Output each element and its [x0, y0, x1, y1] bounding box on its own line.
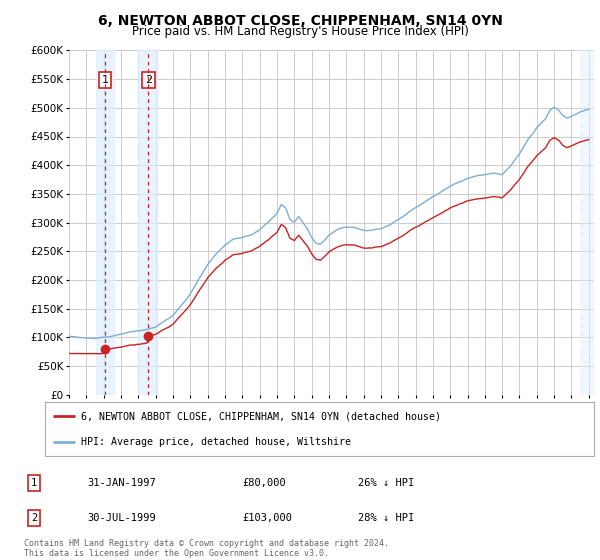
Bar — [580, 50, 594, 395]
Text: £80,000: £80,000 — [242, 478, 286, 488]
Text: 28% ↓ HPI: 28% ↓ HPI — [358, 513, 414, 523]
Text: 31-JAN-1997: 31-JAN-1997 — [87, 478, 155, 488]
Text: Contains HM Land Registry data © Crown copyright and database right 2024.
This d: Contains HM Land Registry data © Crown c… — [24, 539, 389, 558]
Text: 1: 1 — [101, 75, 109, 85]
Text: 6, NEWTON ABBOT CLOSE, CHIPPENHAM, SN14 0YN (detached house): 6, NEWTON ABBOT CLOSE, CHIPPENHAM, SN14 … — [80, 412, 440, 421]
Text: Price paid vs. HM Land Registry's House Price Index (HPI): Price paid vs. HM Land Registry's House … — [131, 25, 469, 38]
Text: 2: 2 — [31, 513, 37, 523]
Text: HPI: Average price, detached house, Wiltshire: HPI: Average price, detached house, Wilt… — [80, 437, 350, 446]
Text: £103,000: £103,000 — [242, 513, 292, 523]
Text: 6, NEWTON ABBOT CLOSE, CHIPPENHAM, SN14 0YN: 6, NEWTON ABBOT CLOSE, CHIPPENHAM, SN14 … — [98, 14, 502, 28]
Bar — [97, 50, 114, 395]
Bar — [139, 50, 157, 395]
Text: 26% ↓ HPI: 26% ↓ HPI — [358, 478, 414, 488]
Text: 2: 2 — [145, 75, 152, 85]
Text: 1: 1 — [31, 478, 37, 488]
Text: 30-JUL-1999: 30-JUL-1999 — [87, 513, 155, 523]
